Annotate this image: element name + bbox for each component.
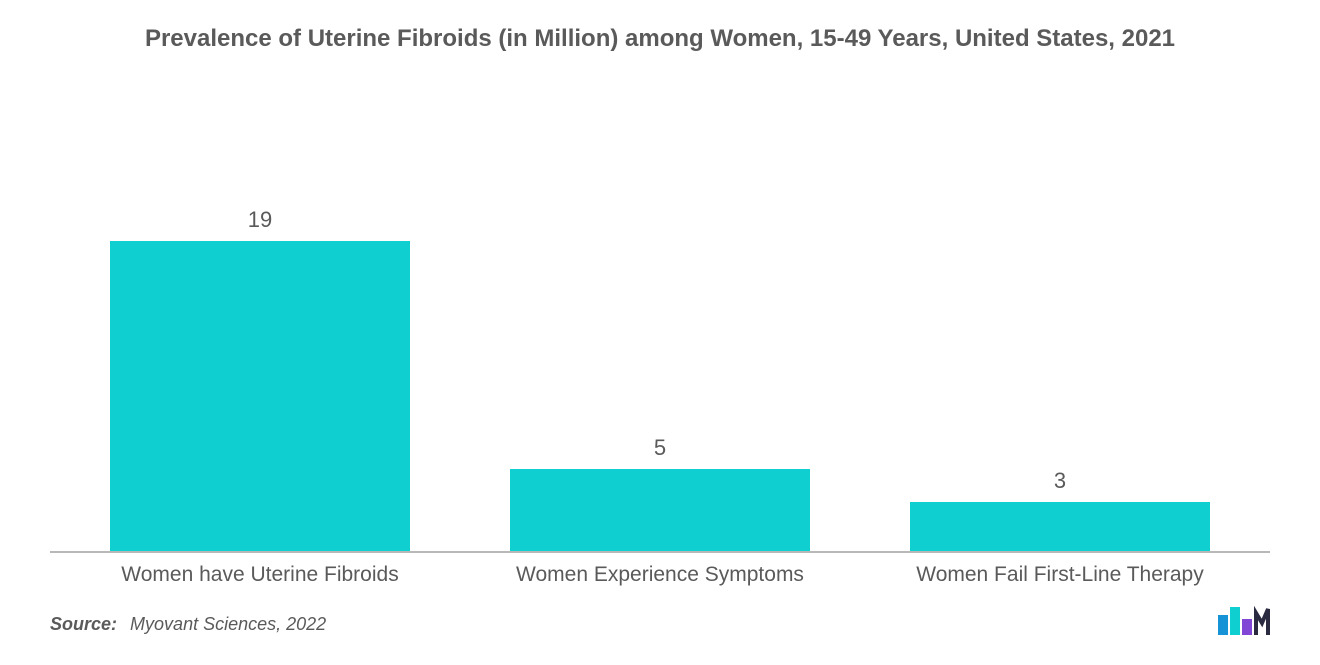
chart-footer: Source: Myovant Sciences, 2022 bbox=[50, 601, 1270, 635]
category-label: Women have Uterine Fibroids bbox=[62, 563, 458, 587]
chart-plot-area: 19 5 3 bbox=[50, 133, 1270, 553]
source-label: Source: bbox=[50, 614, 117, 634]
bar-2 bbox=[910, 502, 1210, 551]
category-label: Women Fail First-Line Therapy bbox=[862, 563, 1258, 587]
bar-1 bbox=[510, 469, 810, 551]
bar-value-label: 19 bbox=[248, 207, 272, 233]
bar-group: 19 bbox=[62, 207, 458, 551]
source-text: Myovant Sciences, 2022 bbox=[130, 614, 326, 634]
bar-group: 5 bbox=[462, 435, 858, 551]
bar-value-label: 3 bbox=[1054, 468, 1066, 494]
brand-logo-icon bbox=[1218, 601, 1270, 635]
source-citation: Source: Myovant Sciences, 2022 bbox=[50, 614, 326, 635]
bar-group: 3 bbox=[862, 468, 1258, 551]
bar-value-label: 5 bbox=[654, 435, 666, 461]
bar-0 bbox=[110, 241, 410, 551]
category-label: Women Experience Symptoms bbox=[462, 563, 858, 587]
chart-container: Prevalence of Uterine Fibroids (in Milli… bbox=[0, 0, 1320, 665]
category-labels-row: Women have Uterine Fibroids Women Experi… bbox=[50, 563, 1270, 587]
chart-title: Prevalence of Uterine Fibroids (in Milli… bbox=[50, 25, 1270, 53]
